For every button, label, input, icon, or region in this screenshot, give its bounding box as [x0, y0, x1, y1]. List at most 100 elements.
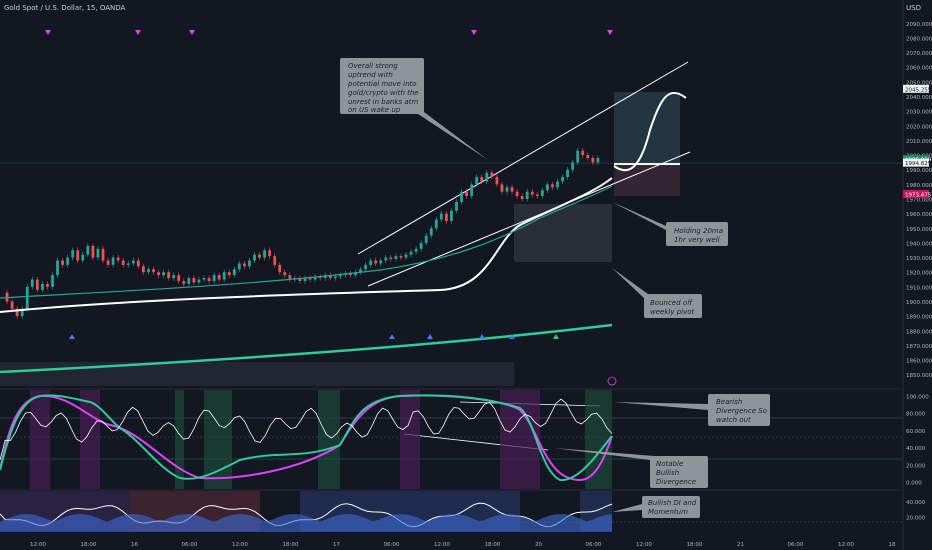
candle-body: [273, 256, 277, 265]
candle-body: [485, 172, 489, 182]
annotation-uptrend[interactable]: Overall strong uptrend with potential mo…: [340, 58, 488, 160]
candle-body: [540, 190, 544, 197]
candle-body: [475, 177, 479, 185]
annotation-bearish-line-3: watch out: [716, 416, 751, 424]
price-tick-label: 1920.000: [906, 271, 932, 277]
candle-body: [434, 219, 438, 229]
candle-body: [121, 260, 125, 265]
candle-body: [96, 248, 100, 258]
candle-body: [571, 162, 575, 170]
candle-body: [202, 278, 206, 280]
drawings-layer: [0, 61, 903, 531]
osc-regime-bg: [318, 390, 340, 489]
osc2-tick-label: 40.000: [906, 500, 926, 506]
currency-label: USD: [906, 4, 921, 12]
time-tick-label: 21: [737, 542, 744, 548]
price-tick-label: 2090.000: [906, 22, 932, 28]
annotation-uptrend-line-5: unrest in banks atm: [348, 98, 418, 106]
annotation-uptrend-line-3: potential move into: [347, 80, 417, 88]
price-tick-label: 2020.000: [906, 124, 932, 130]
candle-body: [268, 250, 272, 257]
annotation-pivot[interactable]: Bounced off weekly pivot: [612, 268, 702, 318]
candle-body: [465, 191, 468, 197]
time-tick-label: 06:00: [182, 542, 198, 548]
annotation-holding-line-1: Holding 20ma: [674, 227, 723, 235]
price-tick-label: 2080.000: [906, 36, 932, 42]
candle-body: [561, 177, 564, 182]
candle-body: [101, 248, 105, 261]
ma-200-line: [0, 177, 613, 313]
candle-body: [106, 260, 110, 265]
candle-body: [586, 155, 590, 159]
candle-body: [596, 158, 600, 163]
candle-body: [308, 278, 312, 280]
price-tick-label: 2040.000: [906, 95, 932, 101]
osc1-tick-label: 100.000: [906, 395, 929, 401]
osc-regime-bg: [175, 390, 184, 489]
annotation-bearish-line-1: Bearish: [716, 398, 742, 406]
candle-body: [111, 257, 115, 265]
buy-marker: [427, 334, 433, 339]
annotation-holding[interactable]: Holding 20ma 1hr very well: [612, 202, 728, 246]
candle-body: [515, 191, 519, 197]
osc-regime-bg: [30, 390, 50, 489]
candle-body: [51, 275, 54, 287]
candle-body: [328, 275, 332, 279]
sell-marker: [607, 30, 613, 35]
osc-trend-line: [0, 394, 613, 482]
candle-body: [500, 184, 504, 192]
buy-marker: [69, 334, 75, 339]
candle-body: [424, 235, 428, 243]
candle-body: [35, 279, 39, 290]
time-tick-label: 18:00: [283, 542, 299, 548]
candle-body: [525, 191, 529, 199]
candle-body: [303, 278, 307, 281]
oscillator-layer: [0, 394, 613, 532]
annotation-bullish-line-2: Bullish: [656, 469, 679, 477]
annotation-uptrend-line-2: uptrend with: [348, 71, 393, 79]
candle-body: [298, 278, 302, 281]
candle-body: [379, 260, 383, 264]
candle-body: [419, 242, 423, 249]
candle-body: [86, 245, 90, 255]
candle-body: [263, 250, 266, 258]
candle-body: [91, 245, 95, 258]
sell-marker: [471, 30, 477, 35]
candle-body: [374, 260, 378, 264]
price-tick-label: 1960.000: [906, 212, 932, 218]
candle-body: [404, 254, 408, 258]
candle-body: [172, 275, 176, 279]
price-badge-label: 1973.475: [905, 192, 932, 198]
annotation-uptrend-line-4: gold/crypto with the: [348, 89, 419, 97]
price-tick-label: 2060.000: [906, 66, 932, 72]
osc1-tick-label: 80.000: [906, 412, 926, 418]
candle-body: [212, 275, 216, 281]
symbol-title: Gold Spot / U.S. Dollar, 15, OANDA: [4, 4, 126, 12]
annotation-bullish-line-3: Divergence: [656, 478, 696, 486]
candle-body: [207, 278, 211, 281]
candle-body: [278, 264, 282, 273]
candle-body: [167, 272, 171, 279]
candle-body: [510, 187, 514, 192]
candle-body: [349, 273, 352, 276]
time-tick-label: 12:00: [434, 542, 450, 548]
price-badge: [903, 84, 929, 93]
time-tick-label: 06:00: [384, 542, 400, 548]
candle-body: [131, 260, 135, 264]
candle-body: [551, 184, 554, 188]
candle-body: [470, 184, 474, 197]
candle-body: [61, 260, 64, 265]
time-tick-label: 12:00: [232, 542, 248, 548]
annotation-di[interactable]: Bullish DI and Momentum: [612, 496, 700, 518]
candle-body: [581, 150, 585, 156]
buy-marker: [553, 334, 559, 339]
price-tick-label: 1970.000: [906, 198, 932, 204]
candle-body: [222, 272, 226, 280]
annotation-bullish[interactable]: Notable Bullish Divergence: [554, 448, 708, 488]
annotation-bearish[interactable]: Bearish Divergence So watch out: [614, 394, 770, 426]
price-badge: [903, 189, 929, 198]
candle-body: [399, 256, 403, 258]
candle-body: [116, 257, 120, 261]
candle-body: [283, 272, 287, 276]
